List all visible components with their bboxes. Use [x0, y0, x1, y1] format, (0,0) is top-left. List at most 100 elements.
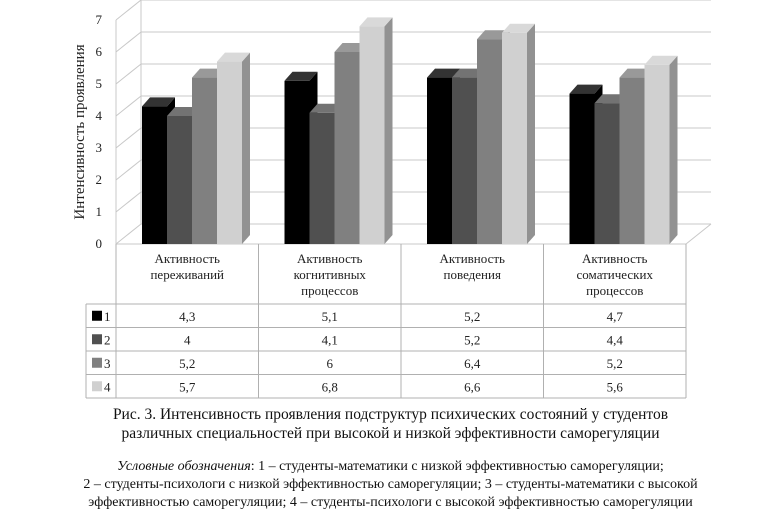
- bar-top: [309, 103, 343, 113]
- data-label: 5,2: [464, 309, 480, 324]
- legend-swatch: [92, 334, 102, 345]
- data-label: 4,3: [179, 309, 195, 324]
- bar-top: [167, 107, 200, 116]
- data-label: 5,2: [607, 356, 623, 371]
- bar-top: [334, 43, 368, 52]
- data-label: 5,7: [179, 379, 196, 394]
- data-label: 6,6: [464, 379, 481, 394]
- bar-front: [644, 64, 670, 244]
- y-tick-label: 7: [96, 12, 103, 27]
- data-label: 6,8: [322, 379, 338, 394]
- side-gridline: [115, 63, 142, 85]
- bar-top: [644, 55, 678, 65]
- caption-line-1: Рис. 3. Интенсивность проявления подстру…: [112, 406, 669, 423]
- bar-front: [359, 26, 385, 245]
- y-tick-label: 1: [96, 204, 103, 219]
- category-label: Активность: [155, 251, 221, 266]
- bar-top: [619, 68, 653, 78]
- side-gridline: [115, 223, 142, 245]
- bar-front: [477, 39, 502, 245]
- side-gridline: [115, 31, 142, 53]
- data-label: 4: [184, 332, 191, 347]
- data-label: 5,6: [607, 379, 624, 394]
- bar-top: [217, 52, 250, 62]
- category-label: переживаний: [150, 267, 224, 282]
- y-tick-label: 0: [96, 236, 103, 251]
- figure-caption: Рис. 3. Интенсивность проявления подстру…: [0, 405, 781, 443]
- legend-label: 2: [104, 332, 111, 347]
- bar-top: [284, 71, 318, 81]
- legend-swatch: [92, 310, 102, 321]
- y-tick-label: 3: [96, 140, 103, 155]
- legend-note-line-1: Условные обозначения: 1 – студенты-матем…: [0, 458, 781, 476]
- bar-top: [192, 68, 225, 78]
- floor-right-edge: [685, 223, 712, 245]
- legend-note: Условные обозначения: 1 – студенты-матем…: [0, 458, 781, 512]
- y-tick-label: 6: [96, 44, 103, 59]
- bar-front: [309, 112, 335, 244]
- bar-front: [167, 116, 192, 244]
- bar-top: [477, 30, 510, 40]
- y-tick-label: 4: [96, 108, 103, 123]
- bar-side: [527, 23, 535, 244]
- bar: [217, 52, 250, 244]
- bar-front: [619, 77, 645, 244]
- legend-note-line-2: 2 – студенты-психологи с низкой эффектив…: [83, 477, 698, 492]
- bar-front: [192, 77, 217, 244]
- data-label: 4,7: [607, 309, 624, 324]
- bar-front: [217, 61, 242, 244]
- bar-top: [427, 68, 460, 78]
- y-tick-label: 5: [96, 76, 103, 91]
- legend-label: 4: [104, 379, 111, 394]
- bar-chart: 0 1 2 3 4 5 6 7 Интенсивность проявления Активнос…: [72, 0, 712, 399]
- data-label: 6: [327, 356, 334, 371]
- side-gridline: [115, 95, 142, 117]
- bar-front: [502, 32, 527, 244]
- category-label: Активность: [297, 251, 363, 266]
- bar-top: [594, 94, 628, 104]
- data-label: 4,1: [322, 332, 338, 347]
- bar-front: [452, 77, 477, 244]
- bar-front: [594, 103, 620, 244]
- side-gridline: [115, 191, 142, 213]
- category-label: когнитивных: [294, 267, 367, 282]
- category-label: Активность: [582, 251, 648, 266]
- legend-note-text-1: : 1 – студенты-математики с низкой эффек…: [250, 459, 664, 474]
- bar-front: [284, 80, 310, 244]
- category-label: процессов: [301, 283, 358, 298]
- data-label: 5,2: [179, 356, 195, 371]
- legend-swatch: [92, 381, 102, 392]
- category-label: соматических: [577, 267, 654, 282]
- bar-side: [384, 17, 393, 245]
- legend-label: 1: [104, 309, 111, 324]
- data-label: 4,4: [607, 332, 624, 347]
- category-label: Активность: [440, 251, 506, 266]
- bar-top: [359, 17, 393, 27]
- data-label: 6,4: [464, 356, 481, 371]
- data-label: 5,2: [464, 332, 480, 347]
- category-label: поведения: [444, 267, 501, 282]
- legend-swatch: [92, 357, 102, 368]
- bar-front: [142, 106, 167, 245]
- bar-top: [142, 97, 175, 107]
- side-gridline: [115, 0, 142, 21]
- y-axis-label: Интенсивность проявления: [72, 44, 88, 219]
- bar-top: [452, 68, 485, 78]
- side-gridline: [115, 127, 142, 149]
- legend-note-line-3: эффективностью саморегуляции; 4 – студен…: [88, 495, 693, 510]
- bar-front: [334, 52, 360, 244]
- bar-side: [669, 55, 678, 244]
- bar: [502, 23, 535, 244]
- caption-line-2: различных специальностей при высокой и н…: [121, 425, 660, 442]
- legend-note-label: Условные обозначения: [117, 459, 251, 474]
- y-tick-label: 2: [96, 172, 103, 187]
- data-label: 5,1: [322, 309, 338, 324]
- bar-side: [242, 52, 250, 244]
- bar-top: [502, 23, 535, 33]
- bar: [644, 55, 678, 244]
- bar-front: [569, 93, 595, 244]
- bar: [359, 17, 393, 245]
- category-label: процессов: [586, 283, 643, 298]
- side-gridline: [115, 159, 142, 181]
- bar-front: [427, 77, 452, 244]
